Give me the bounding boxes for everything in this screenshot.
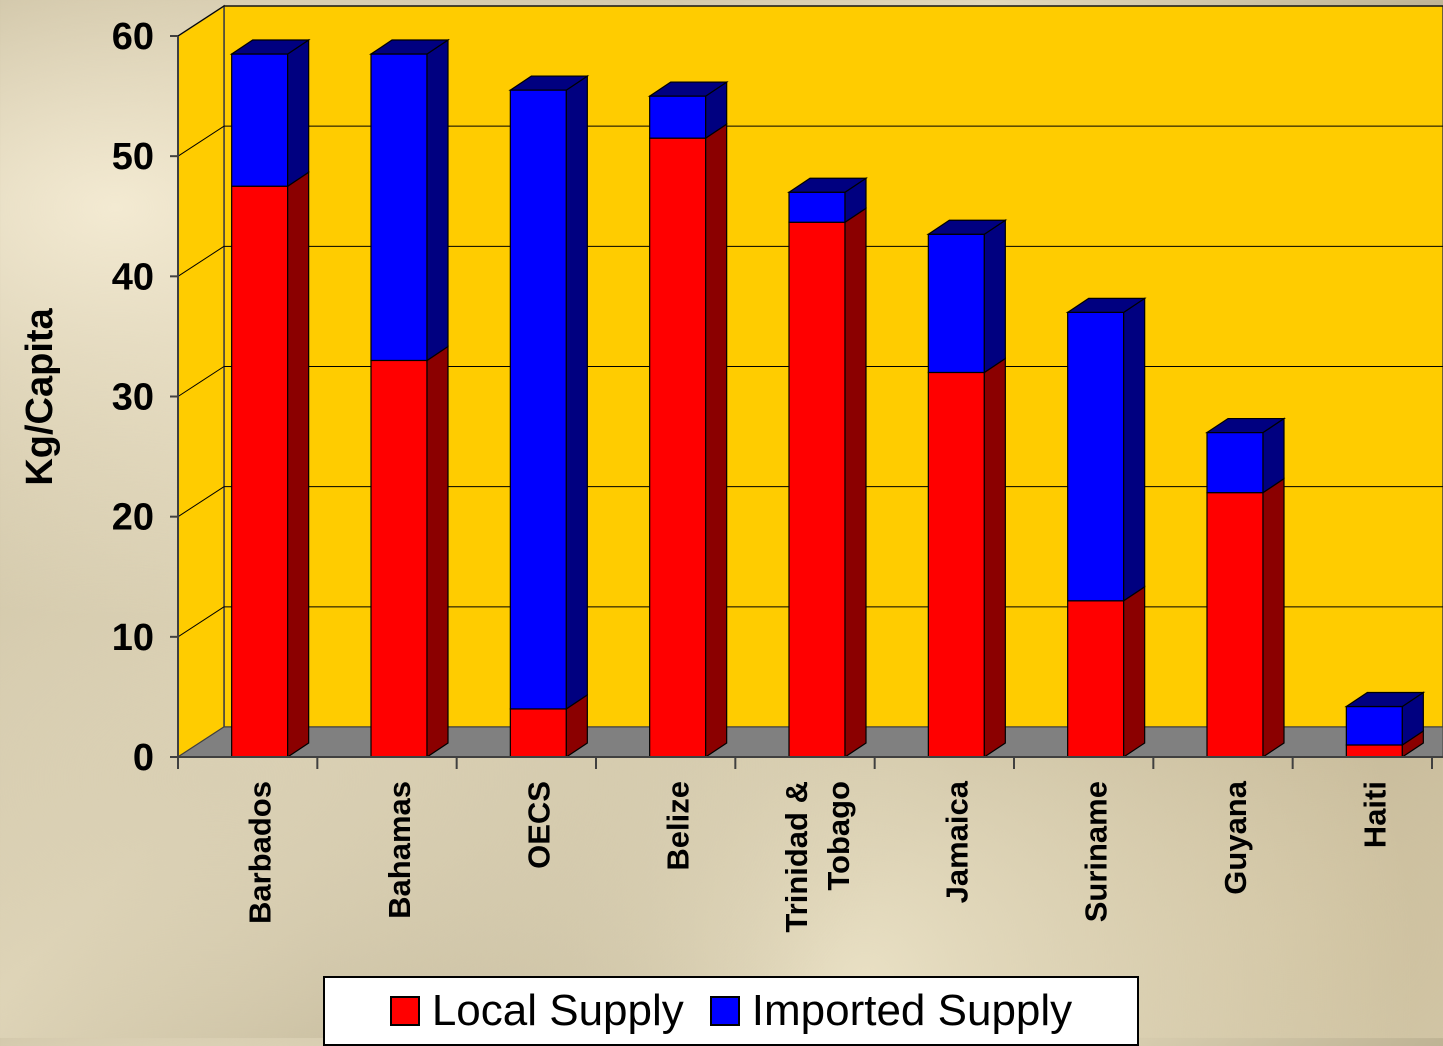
x-category-label: Tobago [821,781,856,891]
y-tick-label: 50 [112,136,154,178]
y-tick-label: 20 [112,497,154,539]
bar-imported-7 [1206,431,1264,494]
bar-local-1 [370,359,428,758]
bar-imported-4-top [787,177,868,193]
gridline-side [177,5,225,37]
x-category-label: Trinidad & [779,781,814,933]
bar-imported-0 [231,53,289,187]
y-tick-label: 30 [112,377,154,419]
bar-imported-0-top [229,39,311,55]
bar-local-7 [1206,492,1264,758]
x-category-label: OECS [521,781,556,869]
x-category-label: Guyana [1218,780,1253,894]
bar-imported-6 [1067,311,1125,602]
y-tick-label: 10 [112,617,154,659]
bars [229,38,1426,759]
bar-imported-5-top [926,219,1008,235]
bar-imported-7-top [1205,417,1286,434]
y-tick-label: 60 [112,16,154,58]
legend: Local Supply Imported Supply [323,976,1139,1046]
x-category-label: Jamaica [939,780,974,903]
legend-label-local: Local Supply [431,986,684,1035]
bar-local-7-side [1262,477,1285,759]
bar-imported-1 [370,53,428,362]
bar-imported-8 [1345,705,1403,746]
bar-local-4 [788,221,846,758]
bar-local-3 [649,137,707,758]
y-tick-label: 40 [112,256,154,298]
bar-imported-6-top [1065,297,1147,313]
bar-imported-2-top [508,75,590,91]
bar-imported-0-side [287,38,310,188]
legend-item-local: Local Supply [389,986,684,1036]
bar-local-0 [231,185,289,758]
legend-swatch-local [389,996,420,1026]
bar-imported-2-side [565,74,588,711]
bar-local-6 [1067,600,1125,758]
x-category-label: Belize [661,781,696,871]
gridline-side [177,125,225,157]
bar-local-2 [509,708,567,758]
x-category-label: Barbados [243,781,278,924]
bar-imported-5-side [983,219,1006,374]
labels: 0 10 20 30 40 50 60 Barbados Bahamas OECS Belize Tr… [19,16,1392,933]
bar-imported-2 [509,89,567,710]
legend-swatch-imported [709,996,740,1026]
bar-local-5-side [983,357,1006,759]
bar-imported-1-side [426,38,449,362]
bar-imported-3 [649,95,707,139]
gridline-side [177,606,225,638]
bar-local-5 [927,371,985,758]
gridline-side [177,366,225,397]
bar-imported-6-side [1123,297,1146,602]
x-category-label: Bahamas [382,781,417,919]
bar-imported-1-top [369,39,450,55]
bar-local-0-side [287,171,310,759]
bar-imported-8-top [1344,691,1426,708]
x-category-label: Haiti [1357,781,1392,848]
bar-local-8 [1345,744,1403,758]
legend-label-imported: Imported Supply [751,986,1073,1035]
bar-imported-4 [788,191,846,223]
bar-imported-5 [927,233,985,374]
bar-local-4-side [844,207,867,759]
bar-local-3-side [705,123,728,759]
gridline-side [177,245,225,277]
bar-local-6-side [1123,585,1146,759]
x-category-label: Suriname [1079,781,1114,922]
bar-imported-3-top [647,81,729,97]
legend-item-imported: Imported Supply [709,986,1073,1036]
y-tick-label: 0 [133,737,154,779]
bar-local-1-side [426,345,449,759]
axes [170,35,1443,769]
y-axis-title: Kg/Capita [19,307,61,485]
gridline-side [177,486,225,518]
